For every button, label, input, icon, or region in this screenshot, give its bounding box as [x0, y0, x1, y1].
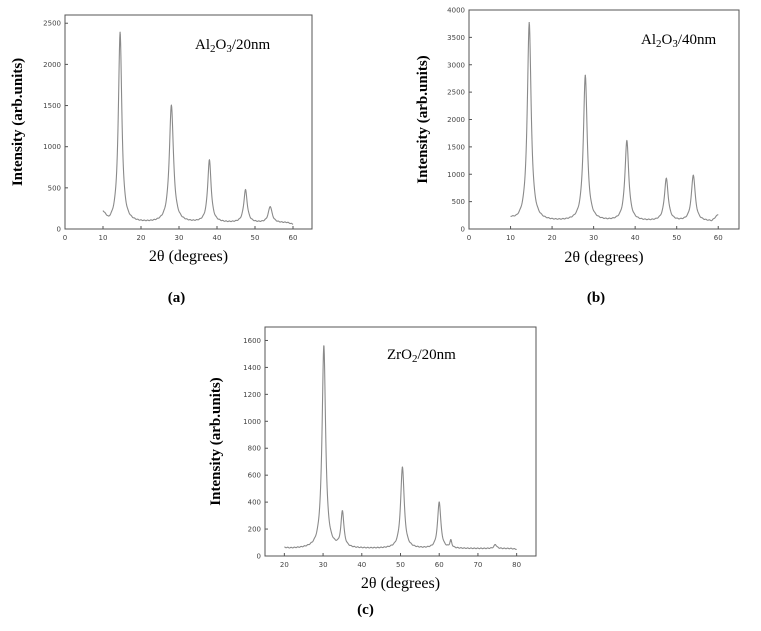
- y-tick-label: 1400: [243, 364, 261, 372]
- peak-point: [323, 345, 325, 347]
- sample-label-part: /20nm: [232, 37, 271, 53]
- x-tick-label: 30: [175, 234, 184, 242]
- x-tick-label: 50: [396, 561, 405, 569]
- x-tick-label: 60: [714, 234, 723, 242]
- x-tick-label: 30: [589, 234, 598, 242]
- x-tick-label: 50: [251, 234, 260, 242]
- y-tick-label: 0: [461, 226, 465, 234]
- peak-point: [450, 540, 452, 542]
- sample-label-part: Al: [641, 32, 656, 48]
- y-axis-title: Intensity (arb.units): [415, 55, 431, 183]
- y-tick-label: 2000: [447, 116, 465, 124]
- x-tick-label: 30: [319, 561, 328, 569]
- peak-point: [244, 189, 247, 191]
- y-tick-label: 1500: [43, 102, 61, 110]
- peak-point: [208, 160, 210, 162]
- y-axis-title: Intensity (arb.units): [10, 58, 26, 186]
- x-tick-label: 20: [280, 561, 289, 569]
- sample-label: Al2O3/20nm: [195, 37, 271, 55]
- xrd-trace: [510, 22, 719, 222]
- sample-label: Al2O3/40nm: [641, 32, 717, 50]
- peak-point: [528, 21, 530, 24]
- x-axis-title: 2θ (degrees): [564, 249, 643, 266]
- x-tick-label: 10: [506, 234, 515, 242]
- x-tick-label: 20: [548, 234, 557, 242]
- sample-label-part: /40nm: [678, 32, 717, 48]
- sample-label-part: Al: [195, 37, 210, 53]
- x-tick-label: 10: [99, 234, 108, 242]
- y-tick-label: 500: [452, 198, 465, 206]
- xrd-trace: [102, 31, 294, 225]
- x-tick-label: 0: [467, 234, 471, 242]
- y-tick-label: 1000: [447, 171, 465, 179]
- plot-frame: [64, 14, 313, 230]
- y-tick-label: 1000: [43, 143, 61, 151]
- y-tick-label: 500: [48, 184, 61, 192]
- peak-point: [584, 75, 586, 77]
- peak-point: [438, 501, 440, 503]
- panel-letter: (c): [357, 602, 374, 618]
- peak-point: [119, 31, 121, 33]
- y-tick-label: 0: [57, 226, 61, 234]
- peak-point: [665, 178, 667, 180]
- y-tick-label: 1200: [243, 391, 261, 399]
- panel-letter: (b): [587, 290, 605, 306]
- chart-panel-c: 0 200 400 600 800 1000 1200 1400 1600 20 30 40 50 60 7…: [208, 326, 537, 618]
- y-tick-label: 2500: [43, 20, 61, 28]
- peak-point: [626, 140, 628, 142]
- sample-label-subscript: 2: [210, 43, 216, 55]
- sample-label: ZrO2/20nm: [387, 347, 456, 365]
- chart-panel-b: 0 500 1000 1500 2000 2500 3000 3500 4000 0 10 20 30 4…: [415, 7, 740, 306]
- y-tick-label: 1500: [447, 143, 465, 151]
- x-tick-label: 40: [357, 561, 366, 569]
- peak-point: [494, 543, 496, 546]
- peak-point: [341, 512, 344, 514]
- peak-point: [170, 104, 172, 107]
- sample-label-part: ZrO: [387, 347, 412, 363]
- sample-label-subscript: 3: [226, 43, 232, 55]
- sample-label-part: O: [662, 32, 673, 48]
- sample-label-subscript: 2: [656, 38, 662, 50]
- x-tick-label: 70: [473, 561, 482, 569]
- sample-label-part: /20nm: [418, 347, 457, 363]
- y-tick-label: 1600: [243, 337, 261, 345]
- y-tick-label: 800: [248, 445, 261, 453]
- y-tick-label: 2500: [447, 89, 465, 97]
- x-tick-label: 40: [631, 234, 640, 242]
- panel-letter: (a): [168, 290, 186, 306]
- y-tick-label: 2000: [43, 61, 61, 69]
- x-axis-title: 2θ (degrees): [149, 248, 228, 265]
- peak-point: [401, 466, 404, 468]
- y-tick-label: 3000: [447, 61, 465, 69]
- y-axis-title: Intensity (arb.units): [208, 377, 224, 505]
- chart-panel-a: 0 500 1000 1500 2000 2500 0 10 20 30 40 50 60 Intensi…: [10, 14, 313, 306]
- x-tick-label: 40: [213, 234, 222, 242]
- y-tick-label: 600: [248, 472, 261, 480]
- y-tick-label: 200: [248, 526, 261, 534]
- peak-point: [269, 206, 271, 208]
- x-tick-label: 50: [672, 234, 681, 242]
- xrd-trace: [284, 345, 517, 550]
- sample-label-subscript: 2: [412, 353, 418, 365]
- x-tick-label: 20: [137, 234, 146, 242]
- sample-label-part: O: [216, 37, 227, 53]
- sample-label-subscript: 3: [672, 38, 678, 50]
- x-tick-label: 80: [512, 561, 521, 569]
- y-tick-label: 3500: [447, 34, 465, 42]
- y-tick-label: 4000: [447, 7, 465, 15]
- x-axis-title: 2θ (degrees): [361, 575, 440, 592]
- x-tick-label: 0: [63, 234, 67, 242]
- peak-point: [692, 174, 694, 176]
- x-tick-label: 60: [435, 561, 444, 569]
- y-tick-label: 400: [248, 499, 261, 507]
- y-tick-label: 0: [257, 553, 261, 561]
- x-tick-label: 60: [289, 234, 298, 242]
- y-tick-label: 1000: [243, 418, 261, 426]
